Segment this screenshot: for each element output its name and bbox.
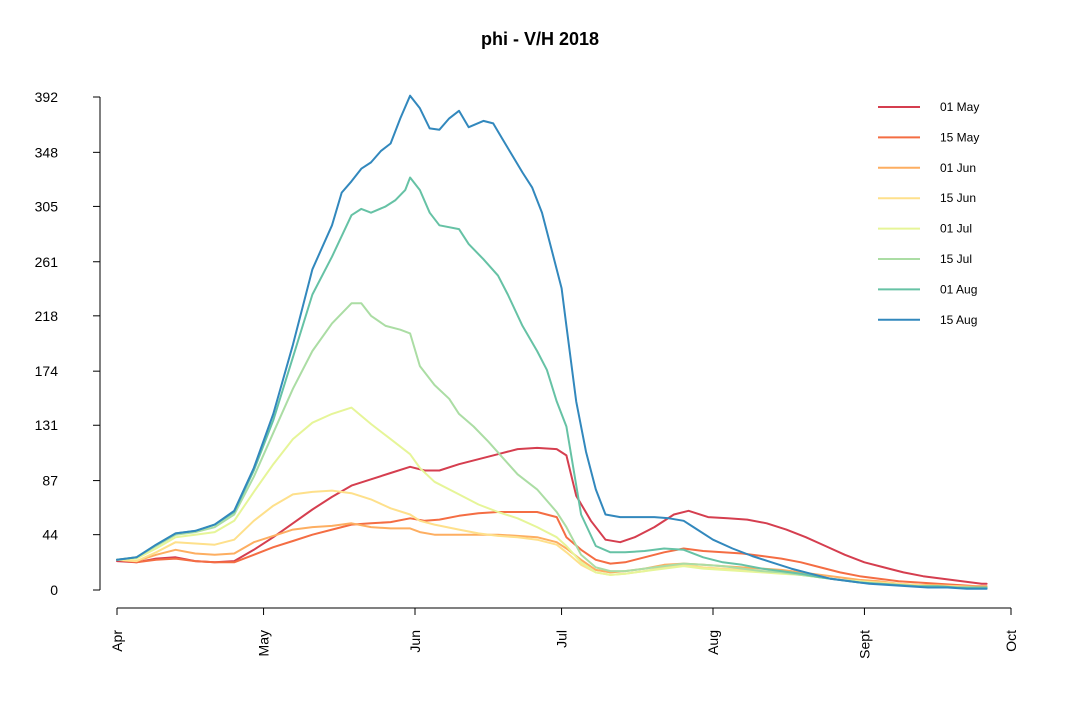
- x-tick-label: Jun: [407, 630, 423, 653]
- series-line-01-jul: [116, 406, 988, 589]
- legend-item: 01 Jun: [878, 161, 976, 175]
- legend-label: 15 Aug: [940, 313, 977, 327]
- legend-item: 15 May: [878, 130, 979, 144]
- y-tick-label: 261: [35, 254, 59, 270]
- y-tick-label: 0: [50, 582, 58, 598]
- x-tick-label: Sept: [856, 630, 872, 659]
- legend-label: 01 Aug: [940, 282, 977, 296]
- series-line-01-aug: [116, 176, 988, 589]
- legend-label: 15 Jun: [940, 191, 976, 205]
- x-tick-label: May: [256, 630, 272, 656]
- chart-title: phi - V/H 2018: [481, 29, 599, 49]
- y-axis: 0 44 87 131 174 218 261 305 348 392: [35, 89, 101, 598]
- y-tick-label: 348: [35, 144, 59, 160]
- y-tick-label: 44: [42, 527, 58, 543]
- legend-label: 01 Jun: [940, 161, 976, 175]
- x-tick-label: Aug: [705, 630, 721, 655]
- legend-label: 01 Jul: [940, 222, 972, 236]
- plot-lines: [116, 94, 988, 590]
- y-tick-label: 218: [35, 308, 59, 324]
- legend-item: 01 May: [878, 100, 979, 114]
- legend-label: 15 Jul: [940, 252, 972, 266]
- series-line-15-may: [116, 511, 988, 588]
- y-tick-label: 174: [35, 363, 59, 379]
- series-line-01-may: [116, 446, 988, 585]
- y-tick-label: 305: [35, 198, 59, 214]
- y-tick-label: 131: [35, 417, 59, 433]
- x-tick-label: Apr: [109, 630, 125, 652]
- legend-label: 15 May: [940, 130, 979, 144]
- y-tick-label: 392: [35, 89, 59, 105]
- legend-label: 01 May: [940, 100, 979, 114]
- legend-item: 15 Aug: [878, 313, 977, 327]
- legend-item: 01 Jul: [878, 222, 972, 236]
- legend-item: 01 Aug: [878, 282, 977, 296]
- legend: 01 May 15 May 01 Jun 15 Jun 01 Jul 15 Jul 01 A…: [878, 100, 979, 327]
- series-line-15-aug: [116, 94, 988, 590]
- y-tick-label: 87: [42, 473, 58, 489]
- x-tick-label: Jul: [554, 630, 570, 648]
- legend-item: 15 Jul: [878, 252, 972, 266]
- x-tick-label: Oct: [1003, 630, 1019, 652]
- legend-item: 15 Jun: [878, 191, 976, 205]
- x-axis: Apr May Jun Jul Aug Sept Oct: [109, 607, 1019, 659]
- series-line-01-jun: [116, 522, 988, 588]
